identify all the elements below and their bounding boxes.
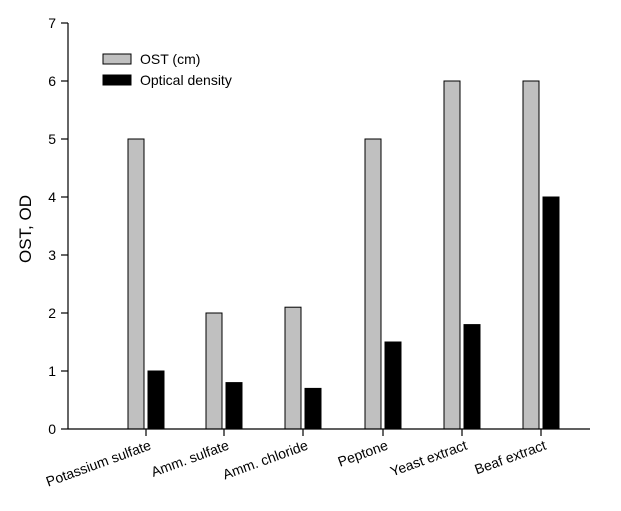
bar-ost-3 <box>284 306 302 430</box>
x-tick-label: Peptone <box>336 437 391 470</box>
y-axis: 0 1 2 3 4 5 6 7 <box>48 15 69 437</box>
y-tick-label: 6 <box>48 73 56 89</box>
y-tick-label: 2 <box>48 305 56 321</box>
legend-swatch-ost <box>102 53 132 65</box>
bar-od-2 <box>225 382 243 430</box>
bar-od-5 <box>463 324 481 430</box>
y-tick-label: 1 <box>48 363 56 379</box>
legend: OST (cm) Optical density <box>102 51 232 88</box>
plot-area <box>127 80 560 430</box>
y-tick-label: 4 <box>48 189 56 205</box>
y-axis-label: OST, OD <box>16 195 35 263</box>
bar-ost-1 <box>127 138 145 430</box>
bar-ost-4 <box>364 138 382 430</box>
legend-swatch-od <box>102 74 132 86</box>
bar-ost-6 <box>522 80 540 430</box>
x-tick-label: Amm. chloride <box>220 437 310 483</box>
bar-od-6 <box>542 196 560 430</box>
y-tick-label: 5 <box>48 131 56 147</box>
x-tick-label: Yeast extract <box>388 437 469 480</box>
x-tick-label: Amm. sulfate <box>149 437 231 480</box>
x-tick-label: Potassium sulfate <box>44 437 154 490</box>
y-tick-label: 7 <box>48 15 56 31</box>
y-tick-label: 3 <box>48 247 56 263</box>
bar-ost-5 <box>443 80 461 430</box>
bar-od-4 <box>384 341 402 430</box>
legend-label-od: Optical density <box>140 72 232 88</box>
bar-od-1 <box>147 370 165 430</box>
bar-ost-2 <box>205 312 223 430</box>
bar-od-3 <box>304 387 322 430</box>
legend-label-ost: OST (cm) <box>140 51 200 67</box>
x-tick-label: Beaf extract <box>472 437 548 478</box>
y-tick-label: 0 <box>48 421 56 437</box>
